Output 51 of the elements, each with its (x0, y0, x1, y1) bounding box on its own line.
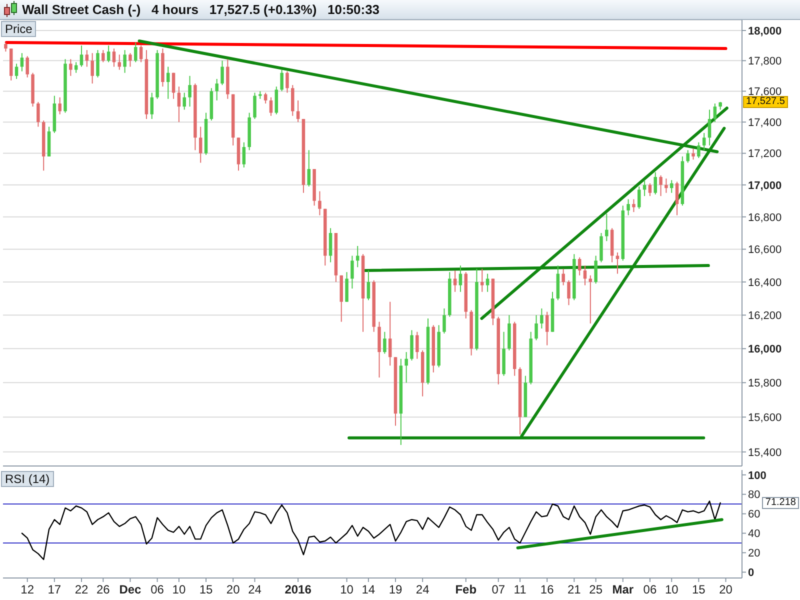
x-tick-label: 19 (388, 582, 403, 597)
y-tick-label: 40 (748, 528, 760, 540)
x-tick-label: Feb (455, 582, 477, 597)
x-tick-label: 22 (74, 582, 88, 597)
y-tick-label: 17,000 (748, 180, 782, 192)
y-tick-label: 15,600 (748, 412, 782, 424)
x-tick-label: 10 (664, 582, 679, 597)
y-tick-label: 20 (748, 548, 760, 560)
y-tick-label: 17,200 (748, 148, 782, 160)
y-tick-label: 17,600 (748, 86, 782, 98)
x-tick-label: 25 (589, 582, 603, 597)
y-tick-label: 16,400 (748, 276, 782, 289)
chart-title: Wall Street Cash (-) 4 hours 17,527.5 (+0.13%) 10:50:33 (22, 2, 380, 17)
y-tick-label: 15,800 (748, 378, 782, 390)
x-tick-label: Mar (612, 582, 634, 597)
y-tick-label: 16,200 (748, 310, 782, 322)
x-tick-label: 20 (226, 582, 240, 597)
y-tick-label: 17,800 (748, 56, 782, 68)
x-tick-label: 26 (96, 582, 110, 597)
x-tick-label: 17 (48, 582, 62, 597)
y-tick-label: 0 (748, 567, 754, 580)
y-axis-title: Price (5, 22, 32, 36)
x-tick-label: 06 (150, 582, 164, 597)
x-tick-label: 2016 (284, 582, 312, 597)
x-tick-label: 24 (248, 582, 262, 597)
annotation: 17,527.5 (746, 96, 785, 108)
x-tick-label: 14 (362, 582, 376, 597)
x-tick-label: 24 (416, 582, 430, 597)
x-tick-label: 12 (20, 582, 34, 597)
y-tick-label: 60 (748, 508, 760, 521)
y-axis-title: RSI (14) (5, 472, 50, 486)
x-tick-label: 21 (567, 582, 582, 597)
x-tick-label: 20 (719, 582, 733, 597)
x-tick-label: Dec (119, 582, 142, 597)
x-tick-label: 15 (692, 582, 706, 597)
x-tick-label: 15 (199, 582, 214, 597)
x-tick-label: 07 (492, 582, 506, 597)
x-tick-label: 06 (643, 582, 657, 597)
y-tick-label: 16,000 (748, 344, 782, 356)
x-tick-label: 10 (340, 582, 354, 597)
y-tick-label: 16,600 (748, 244, 782, 256)
x-tick-label: 11 (514, 582, 527, 597)
x-tick-label: 10 (172, 582, 186, 597)
y-tick-label: 15,400 (748, 446, 782, 459)
y-tick-label: 16,800 (748, 212, 782, 224)
y-tick-label: 17,400 (748, 116, 782, 129)
x-tick-label: 16 (540, 582, 554, 597)
y-tick-label: 100 (748, 470, 766, 482)
y-tick-label: 18,000 (748, 25, 782, 38)
text: 71.218 (765, 496, 796, 508)
y-tick-label: 80 (748, 489, 760, 502)
